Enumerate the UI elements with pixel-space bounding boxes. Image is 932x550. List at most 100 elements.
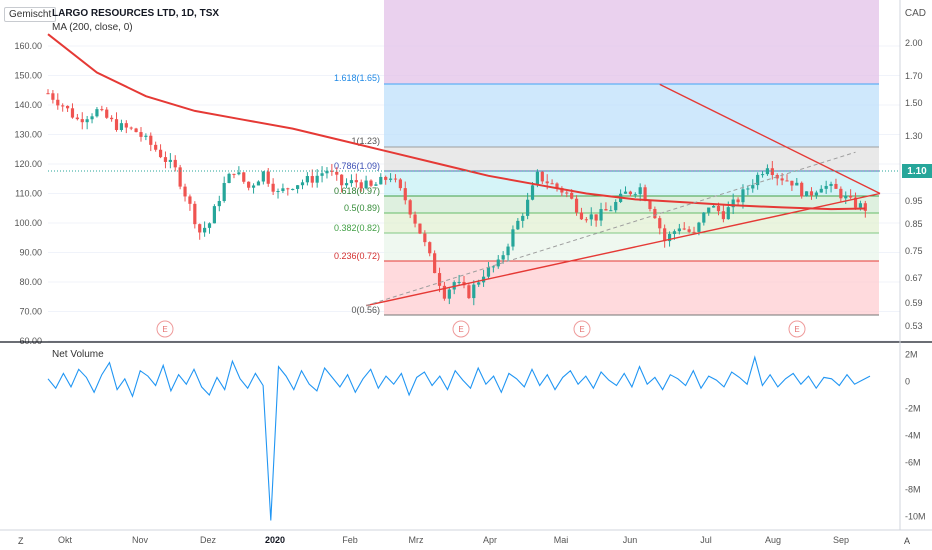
candle-body bbox=[809, 191, 814, 196]
candle-body bbox=[672, 231, 677, 235]
candle-body bbox=[384, 176, 388, 180]
candle-body bbox=[193, 203, 197, 225]
candle-body bbox=[653, 208, 657, 219]
candle-body bbox=[834, 183, 838, 189]
candle-body bbox=[173, 159, 177, 168]
scale-mode-button[interactable]: Gemischt bbox=[4, 7, 57, 22]
candle-body bbox=[154, 144, 158, 150]
volume-axis-tick: -8M bbox=[905, 484, 921, 494]
right-price-axis[interactable]: 2.00 1.70 1.50 1.30 0.95 0.85 0.75 0.67 0.59 0.53 bbox=[905, 38, 923, 331]
candle-body bbox=[300, 182, 305, 186]
candle-body bbox=[379, 176, 383, 185]
candle-body bbox=[359, 182, 363, 189]
candle-body bbox=[790, 180, 794, 186]
candle-body bbox=[413, 214, 417, 224]
candle-body bbox=[760, 174, 765, 176]
earnings-marker bbox=[788, 320, 806, 338]
candle-body bbox=[222, 182, 226, 202]
time-axis-label: Dez bbox=[200, 535, 217, 545]
candle-body bbox=[271, 183, 275, 192]
candle-body bbox=[437, 273, 442, 286]
right-axis-tick: 0.95 bbox=[905, 196, 923, 206]
candle-body bbox=[486, 267, 491, 277]
candle-body bbox=[403, 188, 407, 201]
candle-body bbox=[731, 199, 735, 208]
candle-body bbox=[242, 172, 246, 182]
candle-body bbox=[433, 253, 437, 274]
timezone-button[interactable]: Z bbox=[18, 536, 24, 546]
ma200-line[interactable] bbox=[47, 33, 866, 211]
time-axis-label: 2020 bbox=[265, 535, 285, 545]
earnings-marker bbox=[452, 320, 470, 338]
candle-body bbox=[829, 183, 833, 186]
ma-legend[interactable]: MA (200, close, 0) bbox=[52, 22, 133, 33]
time-axis-label: Sep bbox=[833, 535, 849, 545]
candle-body bbox=[849, 195, 853, 198]
currency-label: CAD bbox=[900, 7, 930, 20]
fib-label-1: 1(1.23) bbox=[351, 136, 380, 146]
fib-zone-1 bbox=[384, 147, 879, 171]
candle-body bbox=[325, 170, 329, 174]
volume-axis[interactable]: 2M 0 -2M -4M -6M -8M -10M bbox=[905, 349, 926, 521]
candle-body bbox=[707, 207, 711, 213]
net-volume-legend[interactable]: Net Volume bbox=[52, 349, 104, 360]
time-axis[interactable]: Okt Nov Dez 2020 Feb Mrz Apr Mai Jun Jul Aug Sep bbox=[58, 535, 849, 545]
candle-body bbox=[354, 180, 358, 183]
candle-body bbox=[266, 171, 270, 184]
candle-body bbox=[247, 181, 251, 188]
candle-body bbox=[95, 109, 99, 117]
candle-body bbox=[800, 182, 804, 197]
candle-body bbox=[780, 178, 784, 181]
candle-body bbox=[134, 128, 138, 133]
trendlines[interactable] bbox=[365, 83, 881, 307]
candle-body bbox=[844, 195, 848, 199]
candle-body bbox=[574, 198, 579, 213]
candle-body bbox=[305, 176, 309, 183]
earnings-marker-label: E bbox=[162, 325, 167, 334]
last-price-label: 1.10 bbox=[907, 166, 927, 177]
candle-body bbox=[114, 119, 119, 130]
candle-body bbox=[110, 117, 114, 120]
candle-body bbox=[599, 209, 603, 221]
candle-body bbox=[418, 223, 422, 234]
candle-body bbox=[628, 191, 632, 195]
fib-zone-extension bbox=[384, 0, 879, 84]
candle-body bbox=[286, 188, 290, 190]
candle-body bbox=[335, 171, 339, 175]
candle-body bbox=[560, 187, 564, 193]
candle-body bbox=[506, 246, 510, 256]
candle-body bbox=[344, 183, 349, 186]
candle-body bbox=[682, 228, 686, 230]
candle-body bbox=[643, 187, 647, 201]
auto-scale-button[interactable]: A bbox=[903, 536, 910, 546]
candle-body bbox=[472, 284, 476, 299]
candle-body bbox=[423, 233, 427, 243]
symbol-legend[interactable]: LARGO RESOURCES LTD, 1D, TSX bbox=[52, 8, 220, 19]
candle-body bbox=[232, 173, 236, 175]
volume-axis-tick: -2M bbox=[905, 403, 921, 413]
left-axis-tick: 80.00 bbox=[19, 277, 42, 287]
candle-body bbox=[467, 285, 471, 299]
candle-body bbox=[687, 229, 691, 232]
candle-body bbox=[364, 180, 368, 189]
candle-body bbox=[349, 180, 354, 184]
left-axis-tick: 70.00 bbox=[19, 307, 42, 317]
candle-body bbox=[589, 214, 593, 220]
candle-body bbox=[398, 179, 402, 189]
candle-body bbox=[281, 188, 285, 192]
volume-axis-tick: 2M bbox=[905, 349, 918, 359]
left-price-axis[interactable]: 160.00 150.00 140.00 130.00 120.00 110.00 100.… bbox=[14, 41, 42, 346]
candle-body bbox=[570, 192, 574, 199]
candle-body bbox=[814, 192, 818, 196]
candle-body bbox=[61, 105, 65, 107]
net-volume-line bbox=[47, 355, 871, 521]
time-axis-label: Jun bbox=[623, 535, 638, 545]
fibonacci-retracement[interactable]: 1.618(1.65) 1(1.23) 0.786(1.09) 0.618(0.… bbox=[334, 0, 879, 316]
fib-label-1618: 1.618(1.65) bbox=[334, 73, 380, 83]
time-axis-label: Mrz bbox=[409, 535, 424, 545]
candle-body bbox=[702, 212, 706, 223]
candle-body bbox=[46, 93, 50, 95]
candle-body bbox=[697, 222, 701, 232]
